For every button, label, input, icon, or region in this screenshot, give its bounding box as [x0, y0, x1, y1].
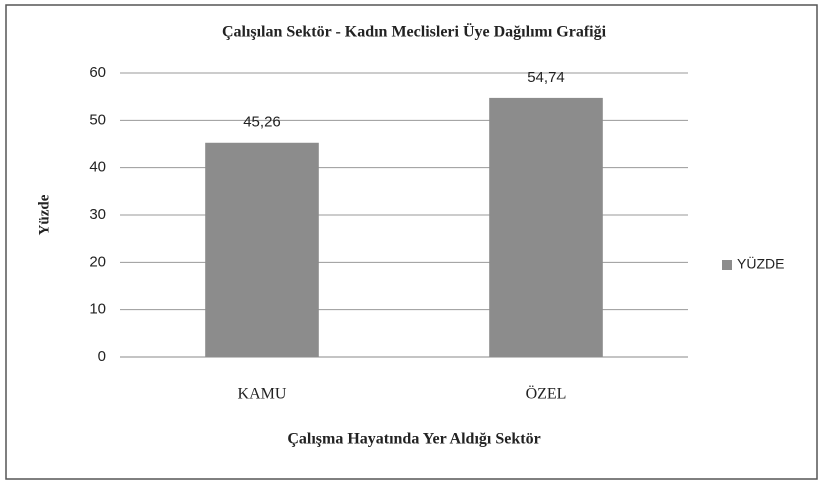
y-tick-label: 20 — [89, 253, 106, 270]
chart-border — [5, 4, 818, 480]
data-label: 54,74 — [527, 69, 565, 86]
y-tick-label: 60 — [89, 64, 106, 81]
y-tick-label: 50 — [89, 111, 106, 128]
x-tick-label: KAMU — [238, 386, 287, 403]
legend-swatch — [722, 260, 732, 270]
x-axis-label: Çalışma Hayatında Yer Aldığı Sektör — [287, 431, 540, 448]
y-tick-label: 30 — [89, 206, 106, 223]
y-axis-label: Yüzde — [36, 194, 52, 235]
data-label: 45,26 — [243, 114, 281, 131]
y-tick-label: 40 — [89, 159, 106, 176]
y-tick-label: 10 — [89, 301, 106, 318]
y-tick-label: 0 — [98, 348, 106, 365]
chart-title: Çalışılan Sektör - Kadın Meclisleri Üye … — [222, 23, 607, 41]
bar — [489, 97, 603, 357]
x-tick-label: ÖZEL — [526, 385, 567, 403]
bar — [205, 142, 319, 357]
legend-label: YÜZDE — [737, 255, 784, 272]
